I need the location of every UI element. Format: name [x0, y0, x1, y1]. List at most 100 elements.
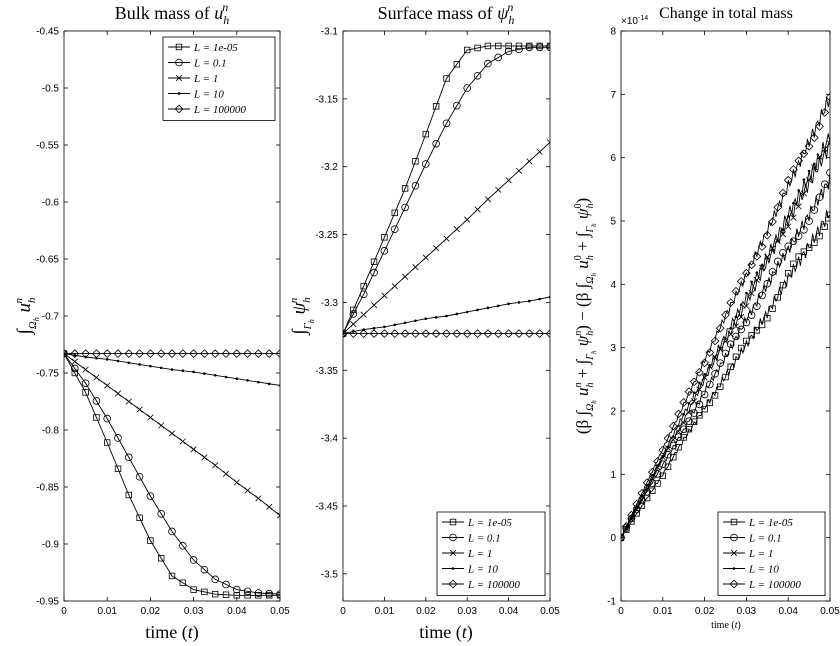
data-point — [381, 292, 388, 299]
data-point — [649, 487, 656, 494]
data-point — [721, 349, 730, 358]
y-tick-label: -0.8 — [42, 426, 60, 437]
legend-label: L = 1e-05 — [467, 517, 512, 529]
data-point — [651, 473, 654, 477]
data-point — [147, 414, 154, 421]
data-point — [92, 397, 101, 405]
data-point — [486, 306, 490, 310]
data-point — [462, 329, 472, 339]
exponent-label: ×10-14 — [621, 15, 648, 27]
data-point — [726, 298, 736, 307]
data-point — [792, 201, 795, 205]
data-point — [370, 258, 378, 265]
data-point — [722, 373, 729, 381]
data-point — [760, 263, 764, 267]
data-point — [192, 370, 195, 374]
plot-area — [621, 92, 830, 543]
x-tick-label: 0 — [340, 606, 346, 617]
data-point — [682, 413, 685, 416]
data-point — [727, 363, 734, 370]
data-point — [679, 398, 689, 407]
data-point — [82, 389, 89, 396]
data-point — [127, 361, 131, 365]
x-tick-label: 0 — [61, 606, 67, 617]
legend-marker — [174, 104, 184, 114]
data-point — [496, 304, 500, 308]
legend-marker — [449, 533, 457, 542]
data-point — [403, 321, 407, 325]
data-point — [753, 302, 761, 310]
data-point — [766, 256, 769, 260]
data-point — [721, 310, 730, 320]
data-point — [390, 225, 399, 233]
data-point — [800, 225, 808, 234]
data-point — [443, 75, 450, 82]
data-point — [493, 329, 503, 339]
data-point — [785, 223, 792, 230]
data-point — [689, 377, 699, 387]
data-point — [116, 359, 120, 363]
data-point — [359, 290, 368, 299]
data-point — [800, 248, 808, 255]
data-point — [661, 454, 665, 458]
y-tick-label: -0.55 — [36, 141, 59, 152]
data-point — [713, 355, 717, 359]
data-point — [380, 247, 389, 255]
data-point — [773, 257, 782, 266]
data-point — [675, 428, 682, 435]
data-point — [421, 329, 431, 339]
data-point — [826, 140, 830, 147]
data-point — [246, 379, 249, 382]
data-point — [391, 209, 398, 217]
data-point — [360, 282, 367, 290]
x-tick-label: 0.03 — [457, 606, 477, 617]
data-point — [102, 349, 112, 358]
data-point — [431, 329, 441, 339]
data-point — [370, 268, 378, 277]
y-tick-label: -0.5 — [42, 84, 60, 95]
legend-marker — [730, 533, 738, 542]
data-point — [178, 349, 188, 358]
legend-marker — [449, 549, 457, 557]
data-point — [804, 142, 814, 151]
x-axis-label: time (t) — [145, 622, 199, 643]
data-point — [476, 308, 479, 312]
data-point — [715, 323, 725, 333]
data-point — [463, 46, 471, 54]
svg-text:∫Γh ψhn: ∫Γh ψhn — [288, 297, 316, 336]
data-point — [157, 555, 165, 562]
data-point — [168, 572, 176, 580]
data-point — [685, 425, 693, 433]
y-tick-label: 8 — [610, 27, 616, 38]
data-point — [807, 169, 811, 173]
data-point — [73, 354, 77, 357]
data-point — [820, 180, 829, 189]
legend-marker — [448, 579, 458, 589]
data-point — [181, 369, 185, 373]
data-point — [114, 434, 122, 442]
y-tick-label: 4 — [610, 280, 616, 291]
total-mass-change-panel: Change in total mass ×10-14 time (t) (β … — [573, 5, 840, 631]
data-point — [179, 438, 186, 445]
data-point — [147, 537, 154, 544]
data-point — [168, 430, 176, 437]
data-point — [695, 368, 704, 377]
legend-box — [436, 511, 546, 596]
data-point — [779, 281, 787, 289]
y-tick-label: 3 — [610, 343, 616, 354]
data-point — [103, 414, 111, 423]
data-point — [726, 340, 735, 348]
data-point — [784, 242, 792, 251]
legend-label: L = 1e-05 — [193, 42, 238, 54]
data-point — [637, 488, 647, 498]
data-point — [390, 329, 400, 339]
x-tick-label: 0.05 — [820, 606, 840, 617]
data-point — [380, 329, 389, 339]
data-point — [779, 231, 787, 238]
data-point — [211, 575, 220, 584]
data-point — [400, 329, 410, 339]
data-point — [411, 329, 420, 339]
data-point — [125, 398, 132, 405]
data-point — [267, 382, 271, 386]
